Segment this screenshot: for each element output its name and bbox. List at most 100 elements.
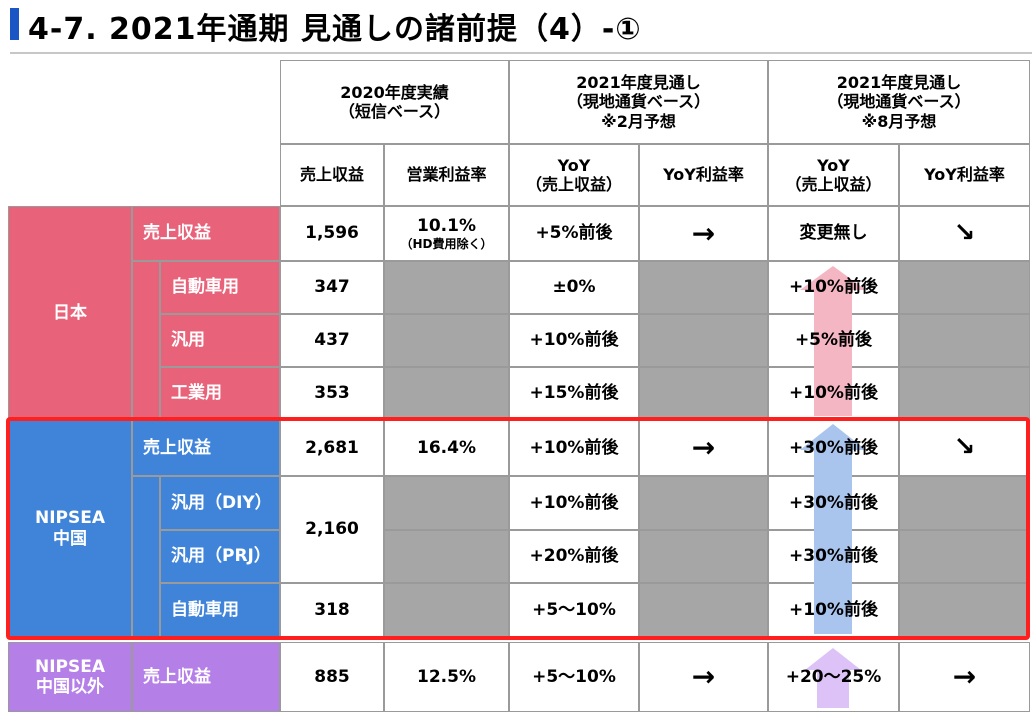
jp-industrial-label: 工業用 xyxy=(160,367,280,420)
cn-auto-revenue: 318 xyxy=(280,583,384,637)
jp-total-margin-note: （HD費用除く） xyxy=(400,236,493,251)
title-accent-bar xyxy=(10,8,19,40)
ot-total-label: 売上収益 xyxy=(132,642,280,712)
title-divider xyxy=(10,52,1032,54)
jp-total-margin-aug-arrow: ↘ xyxy=(899,206,1030,261)
cn-prj-margin-empty xyxy=(384,530,509,583)
jp-total-revenue: 1,596 xyxy=(280,206,384,261)
jp-general-yoy-aug: +5%前後 xyxy=(794,330,873,351)
cn-total-margin: 16.4% xyxy=(384,420,509,476)
region-nipsea-other: NIPSEA 中国以外 xyxy=(8,642,132,712)
cn-auto-margin-aug-empty xyxy=(899,583,1030,637)
header-yoy-feb-line2: （売上収益） xyxy=(525,175,622,194)
header-group-2020: 2020年度実績 （短信ベース） xyxy=(280,60,509,144)
header-yoy-aug: YoY （売上収益） xyxy=(768,144,899,206)
cn-total-yoy-aug: +30%前後 xyxy=(789,437,878,458)
region-nipsea-china-line2: 中国 xyxy=(53,528,87,549)
jp-general-label: 汎用 xyxy=(160,314,280,367)
jp-indent xyxy=(132,261,160,420)
jp-industrial-yoy-aug: +10%前後 xyxy=(789,383,878,404)
header-group-aug-line2: （現地通貨ベース） xyxy=(827,92,971,112)
ot-total-yoy-aug-cell xyxy=(768,642,899,712)
jp-industrial-margin-empty xyxy=(384,367,509,420)
cn-prj-margin-feb-empty xyxy=(639,530,768,583)
jp-auto-margin-aug-empty xyxy=(899,261,1030,314)
jp-auto-label: 自動車用 xyxy=(160,261,280,314)
header-group-aug: 2021年度見通し （現地通貨ベース） ※8月予想 xyxy=(768,60,1030,144)
cn-total-margin-feb-arrow: → xyxy=(639,420,768,476)
header-yoy-feb: YoY （売上収益） xyxy=(509,144,639,206)
jp-industrial-margin-feb-empty xyxy=(639,367,768,420)
ot-total-yoy-feb: +5～10% xyxy=(509,642,639,712)
region-japan: 日本 xyxy=(8,206,132,420)
cn-diy-margin-aug-empty xyxy=(899,476,1030,530)
ot-increase-arrow-icon xyxy=(805,648,861,708)
cn-total-margin-aug-arrow: ↘ xyxy=(899,420,1030,476)
jp-increase-arrow-icon xyxy=(800,266,866,416)
header-group-2020-line1: 2020年度実績 xyxy=(340,82,449,102)
cn-auto-margin-feb-empty xyxy=(639,583,768,637)
cn-diy-label: 汎用（DIY） xyxy=(160,476,280,530)
jp-general-margin-aug-empty xyxy=(899,314,1030,367)
jp-industrial-yoy-feb: +15%前後 xyxy=(509,367,639,420)
ot-total-yoy-aug: +20～25% xyxy=(785,666,882,687)
jp-total-margin: 10.1% （HD費用除く） xyxy=(384,206,509,261)
ot-total-revenue: 885 xyxy=(280,642,384,712)
header-group-feb-line2: （現地通貨ベース） xyxy=(566,92,711,112)
cn-auto-yoy-aug: +10%前後 xyxy=(789,599,878,620)
jp-industrial-revenue: 353 xyxy=(280,367,384,420)
region-nipsea-china-line1: NIPSEA xyxy=(34,508,106,529)
header-revenue: 売上収益 xyxy=(280,144,384,206)
region-nipsea-other-line1: NIPSEA xyxy=(34,656,106,677)
header-yoy-margin-feb: YoY利益率 xyxy=(639,144,768,206)
jp-general-yoy-feb: +10%前後 xyxy=(509,314,639,367)
cn-general-revenue: 2,160 xyxy=(280,476,384,583)
header-group-aug-line3: ※8月予想 xyxy=(861,111,937,131)
header-group-feb-line1: 2021年度見通し xyxy=(576,73,701,93)
cn-diy-yoy-aug: +30%前後 xyxy=(789,492,878,513)
cn-total-label: 売上収益 xyxy=(132,420,280,476)
jp-general-margin-empty xyxy=(384,314,509,367)
cn-auto-yoy-feb: +5～10% xyxy=(509,583,639,637)
jp-general-revenue: 437 xyxy=(280,314,384,367)
jp-industrial-margin-aug-empty xyxy=(899,367,1030,420)
region-nipsea-other-line2: 中国以外 xyxy=(36,677,104,697)
jp-total-yoy-feb: +5%前後 xyxy=(509,206,639,261)
ot-total-margin-feb-arrow: → xyxy=(639,642,768,712)
header-group-aug-line1: 2021年度見通し xyxy=(836,73,962,93)
cn-increase-arrow-icon xyxy=(800,424,866,634)
cn-prj-label: 汎用（PRJ） xyxy=(160,530,280,583)
jp-general-margin-feb-empty xyxy=(639,314,768,367)
jp-auto-yoy-feb: ±0% xyxy=(509,261,639,314)
cn-indent xyxy=(132,476,160,637)
header-group-2020-line2: （短信ベース） xyxy=(338,102,451,121)
cn-total-yoy-feb: +10%前後 xyxy=(509,420,639,476)
cn-diy-margin-empty xyxy=(384,476,509,530)
jp-auto-yoy-aug: +10%前後 xyxy=(789,277,878,298)
jp-total-label: 売上収益 xyxy=(132,206,280,261)
jp-auto-margin-feb-empty xyxy=(639,261,768,314)
ot-total-margin: 12.5% xyxy=(384,642,509,712)
jp-total-yoy-aug: 変更無し xyxy=(768,206,899,261)
cn-auto-margin-empty xyxy=(384,583,509,637)
cn-prj-yoy-feb: +20%前後 xyxy=(509,530,639,583)
jp-total-margin-feb-arrow: → xyxy=(639,206,768,261)
header-op-margin: 営業利益率 xyxy=(384,144,509,206)
header-yoy-margin-aug: YoY利益率 xyxy=(899,144,1030,206)
header-yoy-feb-line1: YoY xyxy=(557,155,591,175)
header-yoy-aug-line1: YoY xyxy=(817,155,850,175)
cn-diy-yoy-feb: +10%前後 xyxy=(509,476,639,530)
page-title: 4-7. 2021年通期 見通しの諸前提（4）-① xyxy=(28,12,642,47)
ot-total-margin-aug-arrow: → xyxy=(899,642,1030,712)
region-nipsea-china: NIPSEA 中国 xyxy=(8,420,132,637)
jp-total-margin-value: 10.1% xyxy=(417,216,476,237)
jp-auto-revenue: 347 xyxy=(280,261,384,314)
header-group-feb-line3: ※2月予想 xyxy=(601,111,676,131)
jp-auto-margin-empty xyxy=(384,261,509,314)
header-yoy-aug-line2: （売上収益） xyxy=(785,175,882,194)
cn-prj-yoy-aug: +30%前後 xyxy=(789,546,878,567)
cn-total-revenue: 2,681 xyxy=(280,420,384,476)
cn-auto-label: 自動車用 xyxy=(160,583,280,637)
header-group-feb: 2021年度見通し （現地通貨ベース） ※2月予想 xyxy=(509,60,768,144)
cn-diy-margin-feb-empty xyxy=(639,476,768,530)
